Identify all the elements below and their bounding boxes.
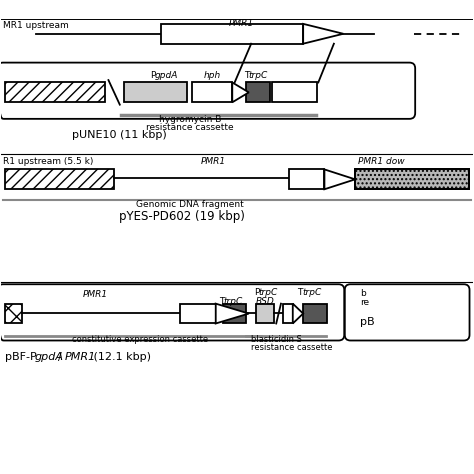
Text: PMR1 dow: PMR1 dow xyxy=(357,156,404,165)
Text: b: b xyxy=(360,290,365,299)
Bar xyxy=(124,82,187,102)
Bar xyxy=(289,169,324,189)
Text: T: T xyxy=(219,297,224,306)
Bar xyxy=(5,82,105,102)
Text: BSD: BSD xyxy=(255,298,274,307)
Text: /: / xyxy=(58,352,62,362)
Text: hph: hph xyxy=(203,71,221,80)
Text: trpC: trpC xyxy=(302,289,321,298)
Text: Genomic DNA fragment: Genomic DNA fragment xyxy=(136,200,244,209)
Polygon shape xyxy=(324,169,355,189)
Bar xyxy=(180,304,216,323)
Bar xyxy=(273,82,318,102)
Polygon shape xyxy=(232,82,249,102)
Text: R1 upstream (5.5 k): R1 upstream (5.5 k) xyxy=(3,157,93,166)
Polygon shape xyxy=(303,24,343,44)
Bar xyxy=(355,169,469,189)
Text: trpC: trpC xyxy=(224,297,243,306)
Bar xyxy=(355,169,469,189)
Bar xyxy=(5,169,114,189)
Text: constitutive expression cassette: constitutive expression cassette xyxy=(72,335,208,344)
Text: pBF-P: pBF-P xyxy=(5,352,37,362)
Text: MR1 upstream: MR1 upstream xyxy=(3,21,69,30)
Bar xyxy=(256,304,274,323)
Text: pYES-PD602 (19 kbp): pYES-PD602 (19 kbp) xyxy=(119,210,245,223)
Text: trpC: trpC xyxy=(249,71,268,80)
Text: PMR1: PMR1 xyxy=(82,291,108,300)
Text: hygromycin B: hygromycin B xyxy=(158,115,221,124)
Bar xyxy=(303,304,327,323)
Bar xyxy=(246,82,270,102)
Text: pUNE10 (11 kbp): pUNE10 (11 kbp) xyxy=(72,130,166,140)
Text: T: T xyxy=(244,71,249,80)
Bar xyxy=(5,304,22,323)
Bar xyxy=(355,169,469,189)
Text: PMR1: PMR1 xyxy=(64,352,96,362)
Text: resistance cassette: resistance cassette xyxy=(146,123,234,132)
Text: T: T xyxy=(298,289,303,298)
Bar xyxy=(161,24,303,44)
Text: resistance cassette: resistance cassette xyxy=(251,343,333,352)
Text: P: P xyxy=(254,289,259,298)
Bar xyxy=(223,304,246,323)
Text: P: P xyxy=(150,71,155,80)
Text: PMR1: PMR1 xyxy=(229,19,254,28)
Text: gpdA: gpdA xyxy=(155,71,178,80)
Bar xyxy=(283,304,293,323)
Polygon shape xyxy=(293,304,303,323)
Text: (12.1 kbp): (12.1 kbp) xyxy=(91,352,152,362)
Text: pB: pB xyxy=(360,317,374,327)
Bar xyxy=(192,82,232,102)
Text: PMR1: PMR1 xyxy=(201,156,226,165)
Text: re: re xyxy=(360,298,369,307)
Polygon shape xyxy=(216,304,249,323)
Text: gpdA: gpdA xyxy=(35,352,64,362)
Text: blasticidin S: blasticidin S xyxy=(251,335,302,344)
Text: trpC: trpC xyxy=(258,289,277,298)
